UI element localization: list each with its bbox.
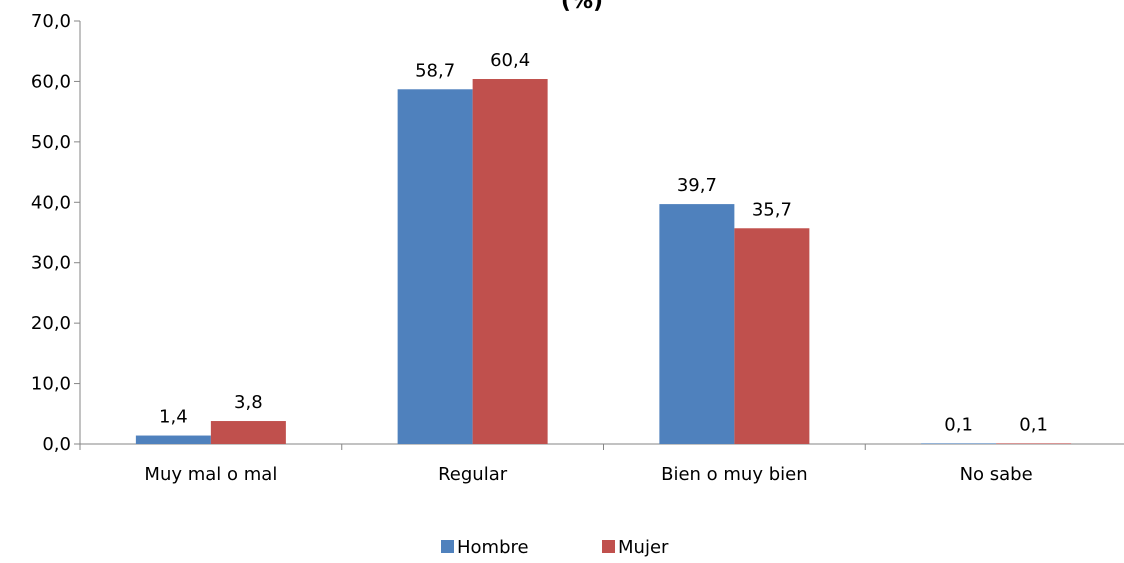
chart-title: (%) [561, 0, 603, 14]
x-category-label: Muy mal o mal [144, 464, 277, 485]
bar-mujer [996, 443, 1072, 444]
data-label: 1,4 [159, 407, 188, 428]
data-label: 0,1 [1019, 414, 1048, 435]
data-label: 60,4 [490, 50, 530, 71]
bar-hombre [921, 443, 997, 444]
data-label: 3,8 [234, 392, 263, 413]
legend-swatch-hombre [441, 540, 454, 553]
bar-mujer [210, 421, 286, 444]
bar-hombre [135, 435, 211, 444]
x-category-label: Bien o muy bien [661, 464, 808, 485]
x-category-label: No sabe [960, 464, 1033, 485]
bar-mujer [472, 79, 548, 445]
bar-hombre [659, 204, 735, 444]
y-tick-label: 20,0 [31, 313, 71, 334]
y-tick-label: 70,0 [31, 11, 71, 32]
data-label: 58,7 [415, 60, 455, 81]
y-tick-label: 0,0 [42, 434, 71, 455]
legend-swatch-mujer [602, 540, 615, 553]
bar-hombre [397, 89, 473, 444]
y-tick-label: 30,0 [31, 253, 71, 274]
y-tick-label: 10,0 [31, 374, 71, 395]
y-tick-label: 50,0 [31, 132, 71, 153]
legend-label-mujer: Mujer [618, 537, 669, 558]
y-tick-label: 40,0 [31, 192, 71, 213]
data-label: 0,1 [944, 414, 973, 435]
y-tick-label: 60,0 [31, 71, 71, 92]
legend-label-hombre: Hombre [457, 537, 529, 558]
data-label: 39,7 [677, 175, 717, 196]
data-label: 35,7 [752, 199, 792, 220]
x-category-label: Regular [438, 464, 508, 485]
bar-mujer [734, 228, 810, 444]
